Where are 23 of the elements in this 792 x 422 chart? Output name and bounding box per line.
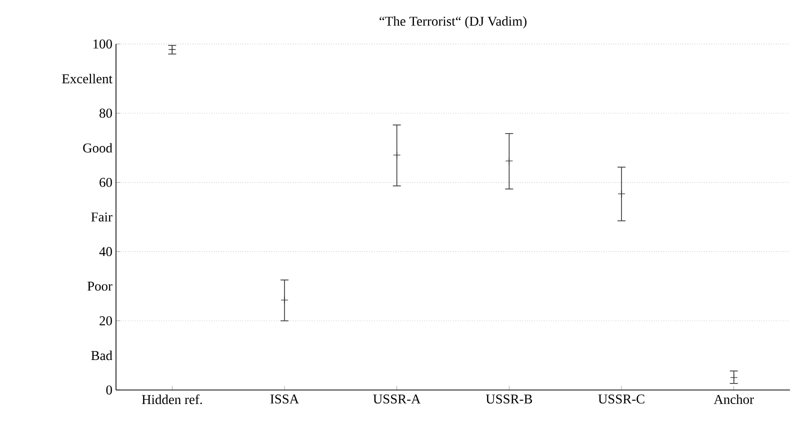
y-tick-label: 0 bbox=[106, 385, 112, 395]
x-tick-label: ISSA bbox=[270, 394, 299, 404]
chart-title: “The Terrorist“ (DJ Vadim) bbox=[380, 16, 526, 28]
point bbox=[618, 190, 626, 198]
x-tick-label: USSR-A bbox=[373, 394, 421, 404]
y-tick-label: Good bbox=[83, 143, 112, 153]
point bbox=[505, 157, 514, 165]
y-tick-label: 80 bbox=[100, 108, 112, 118]
x-tick-label: USSR-B bbox=[486, 394, 532, 404]
point bbox=[730, 374, 738, 382]
y-tick-label: 60 bbox=[100, 178, 112, 187]
x-tick-label: USSR-C bbox=[598, 394, 644, 404]
point bbox=[392, 151, 401, 159]
y-tick-label: Fair bbox=[91, 212, 112, 222]
point bbox=[280, 296, 288, 304]
y-tick-label: Poor bbox=[87, 282, 112, 291]
x-tick-label: Anchor bbox=[714, 394, 754, 404]
y-tick-label: Excellent bbox=[62, 74, 112, 84]
x-tick-label: Hidden ref. bbox=[142, 394, 202, 404]
y-tick-label: Bad bbox=[91, 350, 112, 360]
y-tick-label: 40 bbox=[99, 247, 112, 256]
y-tick-label: 100 bbox=[93, 39, 112, 49]
y-tick-label: 20 bbox=[100, 316, 112, 326]
